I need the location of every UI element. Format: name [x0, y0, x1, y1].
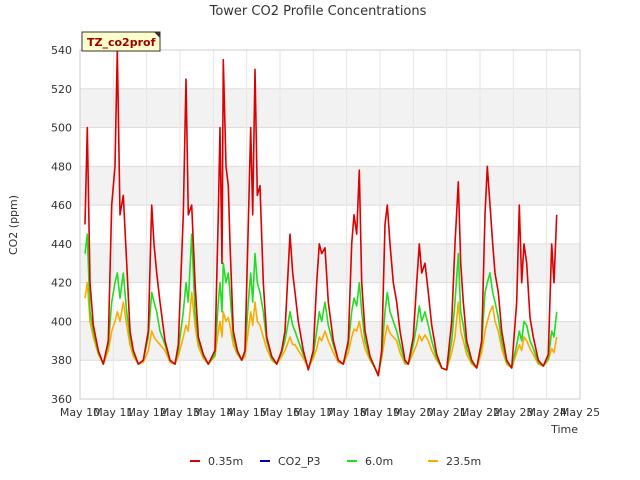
plot-area: [80, 50, 580, 399]
x-tick-label: May 12: [127, 406, 167, 419]
y-tick-label: 440: [51, 238, 72, 251]
y-tick-label: 360: [51, 393, 72, 406]
x-tick-label: May 10: [60, 406, 100, 419]
y-tick-labels: 360 380 400 420 440 460 480 500 520 540: [51, 44, 72, 406]
plot-band: [80, 166, 580, 206]
x-tick-label: May 16: [260, 406, 300, 419]
y-tick-label: 460: [51, 199, 72, 212]
x-tick-label: May 15: [227, 406, 267, 419]
x-tick-label: May 14: [193, 406, 233, 419]
y-tick-label: 520: [51, 83, 72, 96]
x-tick-label: May 23: [493, 406, 533, 419]
x-tick-label: May 17: [293, 406, 333, 419]
y-axis-label: CO2 (ppm): [7, 195, 20, 255]
x-axis-label: Time: [550, 423, 578, 436]
x-tick-label: May 11: [93, 406, 133, 419]
y-tick-label: 380: [51, 354, 72, 367]
y-tick-label: 400: [51, 315, 72, 328]
y-tick-label: 480: [51, 160, 72, 173]
x-tick-label: May 22: [460, 406, 500, 419]
y-tick-label: 500: [51, 122, 72, 135]
x-tick-label: May 19: [360, 406, 400, 419]
x-tick-label: May 21: [427, 406, 467, 419]
chart-title: Tower CO2 Profile Concentrations: [209, 4, 427, 19]
series-line-23.5m: [84, 281, 558, 375]
legend-label-CO2_P3: CO2_P3: [278, 455, 320, 468]
legend-label-23.5m: 23.5m: [446, 455, 481, 468]
x-tick-label: May 24: [527, 406, 567, 419]
legend: 0.35m CO2_P3 6.0m 23.5m: [190, 455, 481, 468]
x-tick-label: May 18: [327, 406, 367, 419]
x-tick-label: May 25: [560, 406, 600, 419]
series-layer: [84, 49, 558, 377]
y-tick-label: 420: [51, 277, 72, 290]
annotation-label: TZ_co2prof: [87, 36, 156, 49]
legend-label-6.0m: 6.0m: [365, 455, 393, 468]
series-line-0.35m: [84, 49, 558, 377]
axes: [79, 49, 581, 400]
legend-label-0.35m: 0.35m: [208, 455, 243, 468]
annotation-box: [81, 31, 161, 52]
y-tick-label: 540: [51, 44, 72, 57]
plot-band: [80, 243, 580, 283]
x-tick-label: May 20: [393, 406, 433, 419]
x-tick-label: May 13: [160, 406, 200, 419]
site-annotation: TZ_co2prof: [81, 31, 161, 52]
annotation-pointer: [154, 32, 160, 38]
plot-frame: [79, 49, 581, 400]
plot-band: [80, 88, 580, 128]
